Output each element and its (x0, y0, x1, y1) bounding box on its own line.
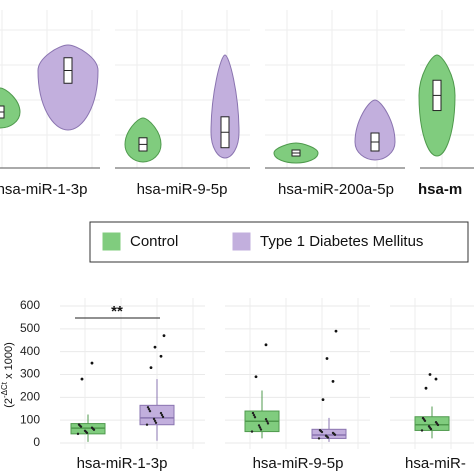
jitter-point (160, 413, 164, 417)
y-axis-label-part: -ΔCt (0, 381, 9, 398)
jitter-point (429, 427, 433, 431)
jitter-point (153, 419, 157, 423)
x-category-label: hsa-miR-1-3p (77, 455, 168, 472)
box (139, 404, 175, 426)
legend-swatch (232, 232, 251, 251)
box (311, 428, 347, 439)
legend-swatch (102, 232, 121, 251)
jitter-point (85, 431, 89, 435)
jitter-point (436, 423, 440, 427)
jitter-point (152, 417, 156, 421)
y-tick-label: 300 (20, 367, 40, 381)
outlier-point (80, 377, 84, 381)
outlier-point (331, 379, 335, 383)
outlier-point (325, 357, 329, 360)
jitter-point (146, 406, 150, 409)
y-axis-label-part: x 1000) (3, 342, 15, 382)
jitter-point (250, 430, 254, 433)
outlier-point (424, 386, 428, 390)
outlier-point (162, 334, 166, 338)
y-tick-label: 100 (20, 412, 40, 426)
outlier-point (153, 345, 157, 349)
y-tick-label: 500 (20, 321, 40, 335)
outlier-point (321, 398, 325, 402)
significance-label: ** (111, 303, 123, 320)
jitter-point (258, 426, 262, 429)
jitter-point (253, 415, 257, 419)
jitter-point (159, 411, 163, 415)
jitter-point (423, 419, 427, 423)
x-category-label: hsa-miR-9-5p (137, 181, 228, 198)
jitter-point (265, 420, 269, 423)
jitter-point (264, 418, 268, 421)
jitter-point (266, 422, 270, 425)
jitter-point (420, 429, 424, 432)
jitter-point (79, 425, 83, 428)
y-axis-label: (2-ΔCt x 1000) (0, 342, 15, 408)
violin-panels: hsa-miR-1-3p hsa-miR-9-5p hsa-miR-200a-5p h… (0, 10, 474, 198)
jitter-point (333, 433, 337, 436)
jitter-point (252, 413, 256, 417)
legend-box (89, 221, 469, 263)
x-category-label: hsa-miR-9-5p (253, 455, 344, 472)
outlier-point (264, 343, 268, 347)
y-tick-label: 400 (20, 344, 40, 358)
outlier-point (159, 354, 163, 358)
jitter-point (154, 421, 158, 424)
legend-label: Control (130, 233, 178, 250)
outlier-point (90, 361, 94, 365)
violin (0, 87, 21, 129)
legend-label: Type 1 Diabetes Mellitus (260, 233, 423, 250)
x-category-label: hsa-m (418, 181, 462, 198)
y-tick-label: 200 (20, 390, 40, 404)
jitter-point (251, 411, 255, 415)
violin (354, 99, 396, 161)
jitter-point (326, 436, 330, 439)
outlier-point (149, 366, 153, 370)
outlier-point (434, 377, 438, 381)
box (414, 416, 450, 431)
box-panels: 0 100 200 300 400 500 600 (2-ΔCt x 1000) ** hsa-m… (0, 298, 474, 472)
y-tick-label: 600 (20, 298, 40, 312)
x-category-label: hsa-miR- (405, 455, 466, 472)
jitter-point (148, 409, 152, 413)
jitter-point (161, 415, 165, 419)
violin (210, 54, 240, 159)
jitter-point (317, 437, 321, 440)
jitter-point (145, 423, 149, 426)
jitter-point (320, 430, 324, 434)
jitter-point (147, 408, 151, 411)
jitter-point (257, 424, 261, 427)
x-category-label: hsa-miR-1-3p (0, 181, 87, 198)
outlier-point (254, 375, 258, 379)
violin (37, 44, 99, 131)
jitter-point (76, 432, 80, 436)
jitter-point (92, 428, 96, 431)
y-tick-label: 0 (33, 435, 40, 449)
outlier-point (334, 329, 338, 333)
y-axis-label-part: (2 (3, 398, 15, 408)
jitter-point (259, 428, 263, 431)
x-category-label: hsa-miR-200a-5p (278, 181, 394, 198)
outlier-point (428, 373, 432, 376)
